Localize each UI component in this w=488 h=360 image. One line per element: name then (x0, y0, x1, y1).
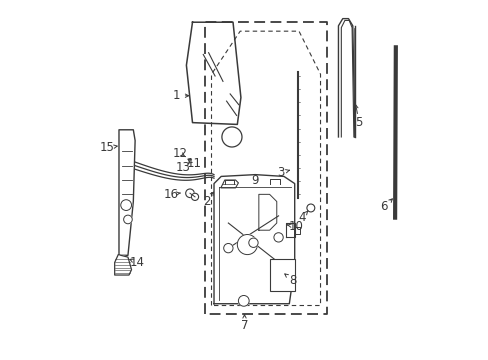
Text: 1: 1 (172, 89, 180, 102)
Text: 5: 5 (355, 116, 362, 129)
Text: 2: 2 (203, 195, 210, 208)
Circle shape (123, 215, 132, 224)
Text: 9: 9 (251, 174, 259, 186)
Text: 12: 12 (172, 147, 187, 159)
Text: 15: 15 (100, 141, 115, 154)
Text: 16: 16 (163, 188, 178, 201)
Polygon shape (221, 180, 238, 188)
Circle shape (238, 296, 249, 306)
Circle shape (121, 200, 131, 211)
Polygon shape (214, 175, 294, 304)
Circle shape (306, 204, 314, 212)
Text: 6: 6 (380, 201, 387, 213)
FancyBboxPatch shape (269, 259, 294, 291)
Text: 14: 14 (129, 256, 144, 269)
Polygon shape (119, 130, 135, 255)
Circle shape (248, 238, 258, 247)
Text: 11: 11 (186, 157, 202, 170)
Text: 3: 3 (276, 166, 284, 179)
Circle shape (273, 233, 283, 242)
Text: 8: 8 (288, 274, 296, 287)
Text: 13: 13 (176, 161, 191, 174)
Circle shape (237, 234, 257, 255)
Text: 10: 10 (288, 220, 304, 233)
Circle shape (223, 243, 233, 253)
Circle shape (191, 193, 198, 201)
Circle shape (185, 189, 194, 198)
Polygon shape (115, 255, 131, 275)
Text: 7: 7 (240, 319, 248, 332)
Text: 4: 4 (298, 211, 305, 224)
